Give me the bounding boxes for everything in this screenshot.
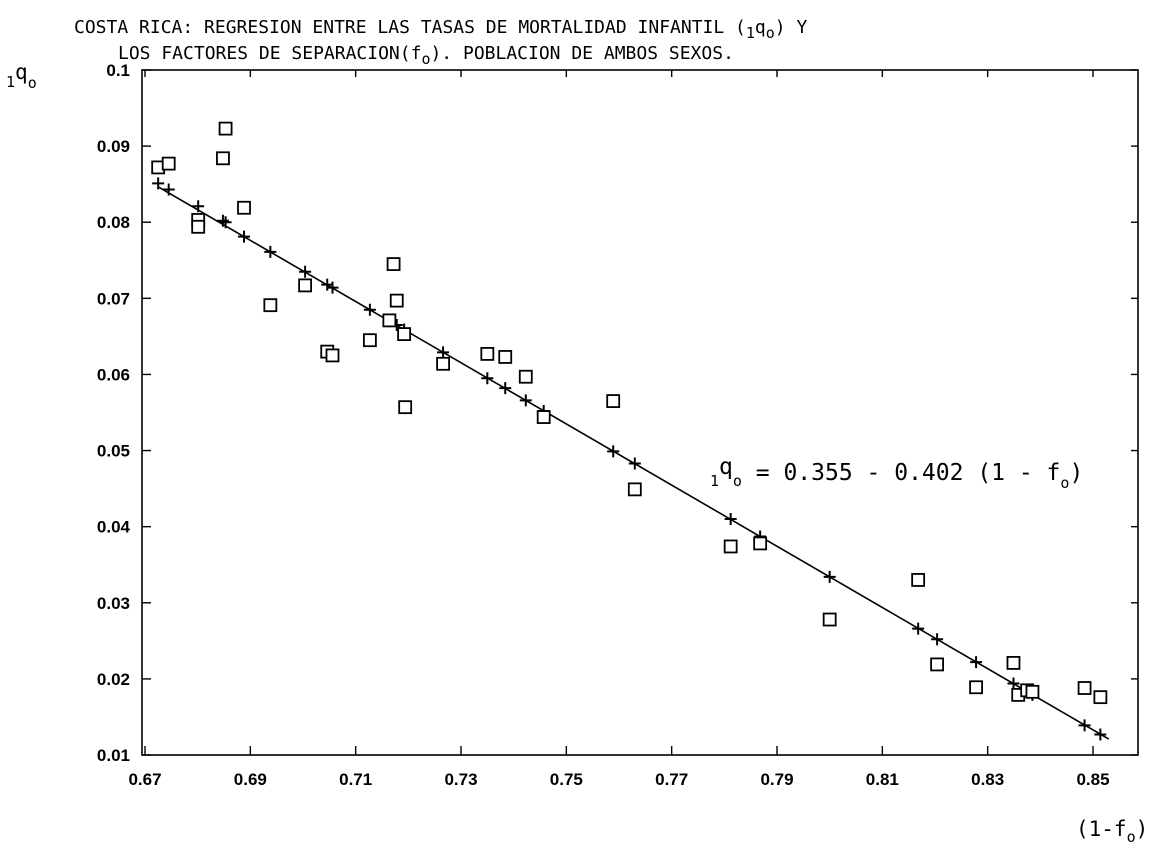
fitted-point	[238, 230, 251, 243]
fitted-point	[192, 200, 205, 213]
fitted-point	[1078, 719, 1091, 732]
fitted-point	[299, 265, 312, 278]
observed-point	[218, 121, 233, 136]
observed-point	[753, 536, 768, 551]
observed-point	[822, 612, 837, 627]
observed-point	[389, 293, 404, 308]
fitted-point	[607, 445, 620, 458]
fitted-point	[628, 457, 641, 470]
chart-title-line1: COSTA RICA: REGRESION ENTRE LAS TASAS DE…	[74, 17, 807, 42]
fitted-point	[519, 394, 532, 407]
plot-frame	[141, 69, 1139, 756]
x-tick-label: 0.77	[655, 770, 688, 789]
fitted-point	[499, 382, 512, 395]
observed-point	[237, 200, 251, 215]
observed-point	[397, 327, 412, 342]
observed-point	[480, 346, 495, 361]
y-tick-label: 0.04	[97, 518, 131, 537]
observed-point	[216, 151, 230, 166]
y-tick-label: 0.02	[97, 670, 130, 689]
y-tick-label: 0.07	[97, 289, 130, 308]
fitted-points-series	[152, 177, 1107, 741]
fitted-point	[970, 656, 983, 669]
fitted-point	[326, 281, 339, 294]
observed-point	[930, 657, 945, 672]
y-tick-label: 0.06	[97, 365, 130, 384]
observed-point	[436, 356, 450, 371]
fitted-point	[264, 245, 277, 258]
observed-point	[723, 539, 738, 554]
chart-title-line2: LOS FACTORES DE SEPARACION(fo). POBLACIO…	[118, 43, 734, 68]
observed-point	[398, 400, 413, 415]
fitted-point	[912, 622, 925, 635]
observed-point	[362, 333, 377, 348]
observed-point	[191, 219, 206, 234]
y-tick-labels: 0.01 0.02 0.03 0.04 0.05 0.06 0.07 0.08 0.09 0.1	[97, 61, 131, 765]
fitted-point	[162, 183, 175, 196]
y-tick-label: 0.08	[97, 213, 130, 232]
x-tick-label: 0.71	[339, 770, 372, 789]
fitted-point	[931, 633, 944, 646]
fitted-point	[363, 303, 376, 316]
x-tick-label: 0.67	[128, 770, 161, 789]
fitted-point	[437, 346, 450, 359]
observed-point	[1025, 684, 1040, 699]
x-tick-label: 0.85	[1076, 770, 1109, 789]
y-axis-label: 1qo	[6, 60, 37, 92]
observed-point	[1093, 690, 1108, 705]
x-tick-label: 0.83	[971, 770, 1004, 789]
observed-point	[969, 680, 983, 695]
observed-point	[1006, 656, 1021, 670]
observed-point	[382, 313, 397, 328]
observed-point	[386, 257, 401, 271]
fitted-point	[481, 372, 494, 385]
fitted-point	[152, 177, 165, 190]
fitted-point	[1007, 677, 1020, 690]
x-tick-label: 0.75	[550, 770, 583, 789]
observed-point	[263, 298, 278, 313]
observed-point	[298, 278, 313, 293]
observed-point	[536, 410, 551, 424]
observed-point	[606, 394, 621, 408]
fitted-point	[216, 214, 229, 227]
observed-points-series	[151, 121, 1108, 705]
x-tick-label: 0.79	[760, 770, 793, 789]
x-tick-labels: 0.67 0.69 0.71 0.73 0.75 0.77 0.79 0.81 0.83 0.85	[128, 770, 1109, 789]
fitted-point	[321, 278, 334, 291]
fitted-point	[219, 216, 232, 229]
fitted-point	[724, 513, 737, 526]
x-tick-label: 0.73	[444, 770, 477, 789]
fitted-point	[1094, 728, 1107, 741]
observed-point	[1077, 681, 1092, 695]
regression-equation: 1qo = 0.355 - 0.402 (1 - fo)	[710, 454, 1083, 492]
x-axis-label: (1-fo)	[1076, 817, 1148, 846]
observed-point	[911, 573, 926, 587]
x-tick-label: 0.69	[234, 770, 267, 789]
x-tick-label: 0.81	[866, 770, 899, 789]
y-tick-label: 0.01	[97, 746, 130, 765]
observed-point	[627, 482, 642, 497]
y-tick-label: 0.03	[97, 594, 130, 613]
y-tick-label: 0.1	[106, 61, 130, 80]
observed-point	[325, 348, 340, 363]
fitted-point	[823, 570, 836, 583]
y-tick-label: 0.09	[97, 137, 130, 156]
axis-ticks	[142, 69, 1138, 756]
observed-point	[518, 369, 533, 384]
observed-point	[161, 156, 176, 171]
observed-point	[498, 350, 513, 364]
y-tick-label: 0.05	[97, 442, 130, 461]
